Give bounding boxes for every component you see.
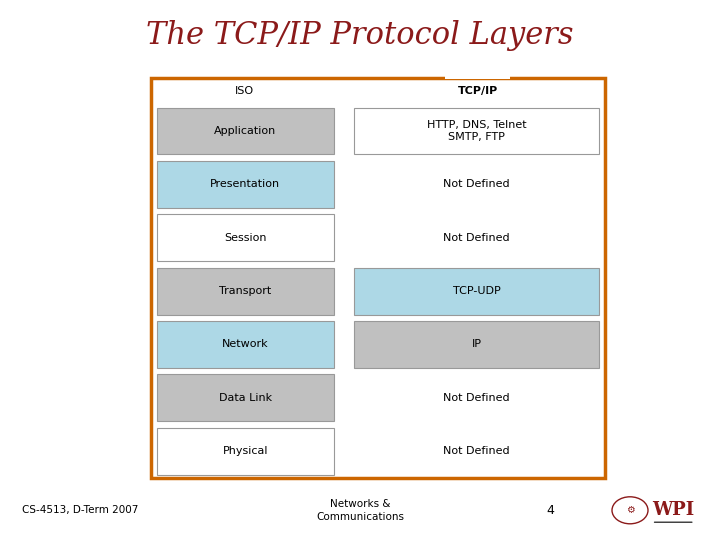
Text: CS-4513, D-Term 2007: CS-4513, D-Term 2007: [22, 505, 138, 515]
Text: Presentation: Presentation: [210, 179, 280, 190]
Text: Not Defined: Not Defined: [444, 233, 510, 242]
Text: Physical: Physical: [222, 446, 268, 456]
Bar: [151, 78, 605, 478]
Bar: [354, 321, 599, 368]
Bar: [446, 71, 510, 79]
Text: Session: Session: [224, 233, 266, 242]
Text: Transport: Transport: [219, 286, 271, 296]
Text: IP: IP: [472, 340, 482, 349]
Bar: [157, 161, 333, 208]
Text: WPI: WPI: [652, 501, 694, 519]
Bar: [354, 268, 599, 314]
Text: TCP/IP: TCP/IP: [458, 86, 498, 96]
Circle shape: [612, 497, 648, 524]
Bar: [157, 214, 333, 261]
Text: 4: 4: [547, 504, 554, 517]
Text: Not Defined: Not Defined: [444, 446, 510, 456]
Text: ⚙: ⚙: [626, 505, 634, 515]
Text: Not Defined: Not Defined: [444, 393, 510, 403]
Bar: [157, 321, 333, 368]
Text: Networks &
Communications: Networks & Communications: [316, 499, 404, 522]
Text: Data Link: Data Link: [219, 393, 272, 403]
Text: ISO: ISO: [235, 86, 253, 96]
Bar: [157, 428, 333, 475]
Text: Network: Network: [222, 340, 269, 349]
Text: TCP-UDP: TCP-UDP: [453, 286, 500, 296]
Bar: [157, 107, 333, 154]
Text: Application: Application: [214, 126, 276, 136]
Bar: [157, 268, 333, 314]
Bar: [157, 374, 333, 421]
Bar: [354, 107, 599, 154]
Text: HTTP, DNS, Telnet
SMTP, FTP: HTTP, DNS, Telnet SMTP, FTP: [427, 120, 526, 142]
Text: The TCP/IP Protocol Layers: The TCP/IP Protocol Layers: [146, 19, 574, 51]
Text: Not Defined: Not Defined: [444, 179, 510, 190]
